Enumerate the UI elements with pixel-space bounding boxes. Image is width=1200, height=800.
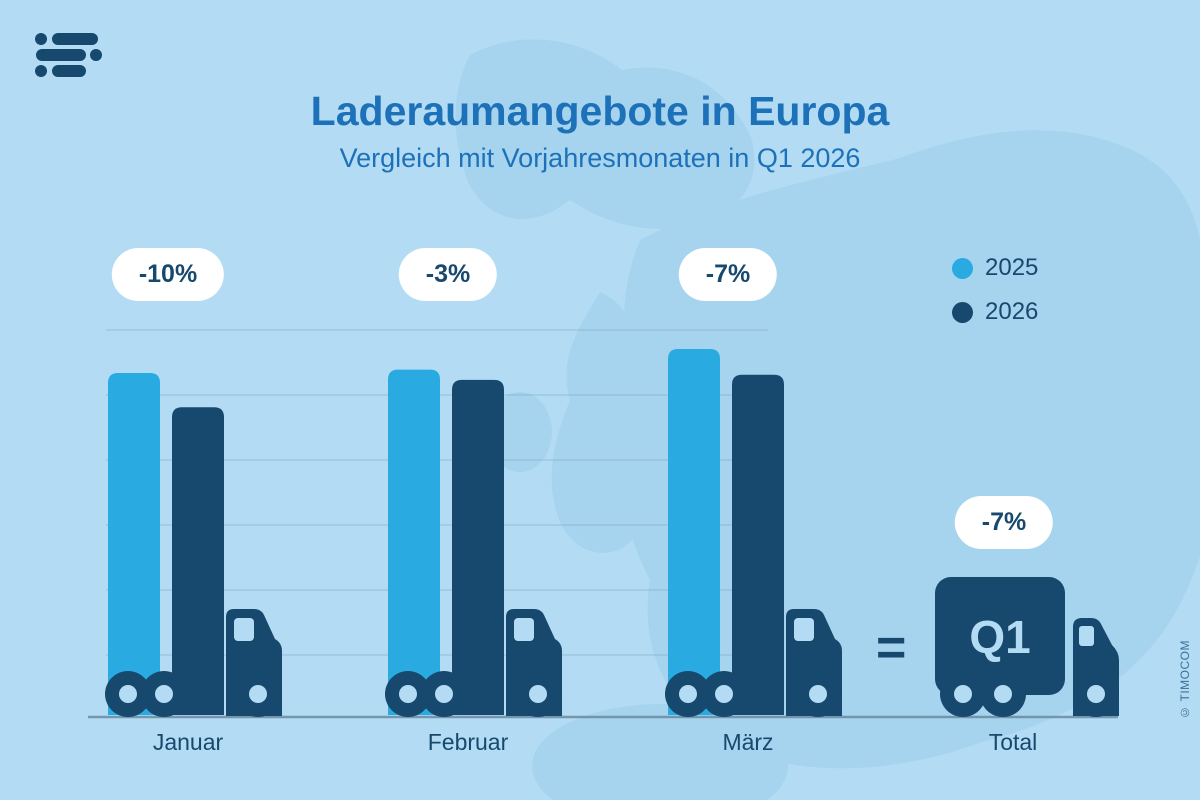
- legend: 2025 2026: [952, 254, 1038, 326]
- bar-2025: [668, 349, 720, 715]
- wheel-hub: [809, 685, 827, 703]
- bar-2026: [732, 374, 784, 715]
- page-title: Laderaumangebote in Europa: [310, 88, 890, 134]
- bar-2026: [172, 407, 224, 715]
- timocom-logo-icon: [35, 33, 102, 77]
- header: Laderaumangebote in Europa Vergleich mit…: [0, 88, 1200, 174]
- change-badge-maerz: -7%: [678, 248, 778, 301]
- equals-sign: =: [876, 619, 907, 677]
- change-badge-februar: -3%: [398, 248, 498, 301]
- cab-window: [794, 618, 814, 641]
- wheel-hub: [399, 685, 417, 703]
- truck-bars-group-2: [665, 349, 842, 717]
- x-label-januar: Januar: [152, 729, 224, 755]
- wheel-hub: [954, 685, 972, 703]
- legend-item-2025: 2025: [952, 254, 1038, 282]
- x-label-maerz: März: [722, 729, 774, 755]
- total-truck-icon: Q1: [935, 577, 1119, 717]
- wheel-hub: [1087, 685, 1105, 703]
- bar-2025: [388, 369, 440, 715]
- legend-label-2025: 2025: [985, 254, 1039, 281]
- cab-window: [514, 618, 534, 641]
- change-badge-total: -7%: [954, 496, 1054, 549]
- copyright-note: © TIMOCOM: [1178, 640, 1192, 720]
- wheel-hub: [529, 685, 547, 703]
- cab-window: [234, 618, 254, 641]
- truck-bars-group-0: [105, 373, 282, 717]
- legend-item-2026: 2026: [952, 298, 1038, 326]
- legend-dot-2026: [952, 301, 973, 323]
- wheel-hub: [715, 685, 733, 703]
- wheel-hub: [435, 685, 453, 703]
- legend-label-2026: 2026: [985, 298, 1039, 325]
- legend-dot-2025: [952, 257, 973, 279]
- page-subtitle: Vergleich mit Vorjahresmonaten in Q1 202…: [339, 143, 861, 173]
- wheel-hub: [119, 685, 137, 703]
- wheel-hub: [679, 685, 697, 703]
- cab-window: [1079, 626, 1094, 646]
- change-badge-januar: -10%: [111, 248, 225, 301]
- wheel-hub: [994, 685, 1012, 703]
- map-landmass-scandinavia: [455, 39, 755, 229]
- x-label-februar: Februar: [427, 729, 509, 755]
- truck-bars-group-1: [385, 369, 562, 717]
- x-label-total: Total: [988, 729, 1038, 755]
- wheel-hub: [249, 685, 267, 703]
- map-landmass-iberia: [532, 704, 788, 800]
- total-truck-label: Q1: [969, 611, 1030, 663]
- bar-2026: [452, 379, 504, 715]
- truck-box: [935, 577, 1065, 695]
- wheel-hub: [155, 685, 173, 703]
- bar-2025: [108, 373, 160, 715]
